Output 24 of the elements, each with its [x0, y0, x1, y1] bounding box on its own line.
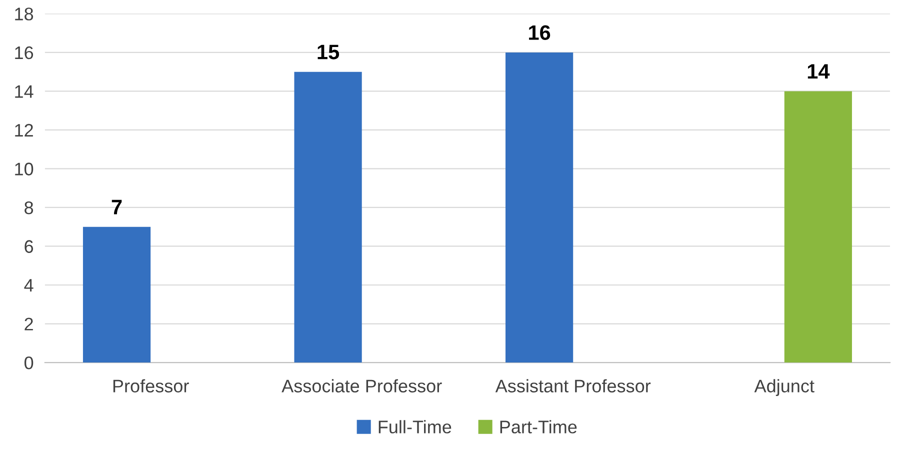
data-label: 7 — [112, 200, 122, 214]
y-tick-label: 4 — [24, 279, 34, 292]
y-tick-label: 8 — [24, 201, 34, 214]
bar — [82, 226, 151, 363]
x-tick-label: Assistant Professor — [495, 379, 651, 392]
x-tick-label: Professor — [113, 379, 189, 392]
data-label: 15 — [318, 44, 340, 60]
y-tick-label: 14 — [15, 85, 34, 98]
y-tick-label: 10 — [15, 162, 34, 176]
legend-label: Part-Time — [500, 420, 577, 434]
x-tick-label: Associate Professor — [282, 379, 442, 392]
y-tick-label: 12 — [15, 124, 33, 136]
y-tick-label: 6 — [24, 240, 34, 253]
y-tick-label: 16 — [15, 46, 34, 60]
bar — [506, 52, 574, 363]
data-label: 14 — [808, 64, 830, 79]
bar — [294, 72, 362, 363]
bar — [784, 91, 852, 363]
y-tick-label: 2 — [24, 318, 33, 330]
y-tick-label: 0 — [24, 356, 34, 370]
y-tick-label: 18 — [15, 8, 34, 20]
x-tick-label: Adjunct — [754, 379, 814, 396]
legend-label: Full-Time — [378, 420, 452, 434]
data-label: 16 — [529, 25, 550, 40]
